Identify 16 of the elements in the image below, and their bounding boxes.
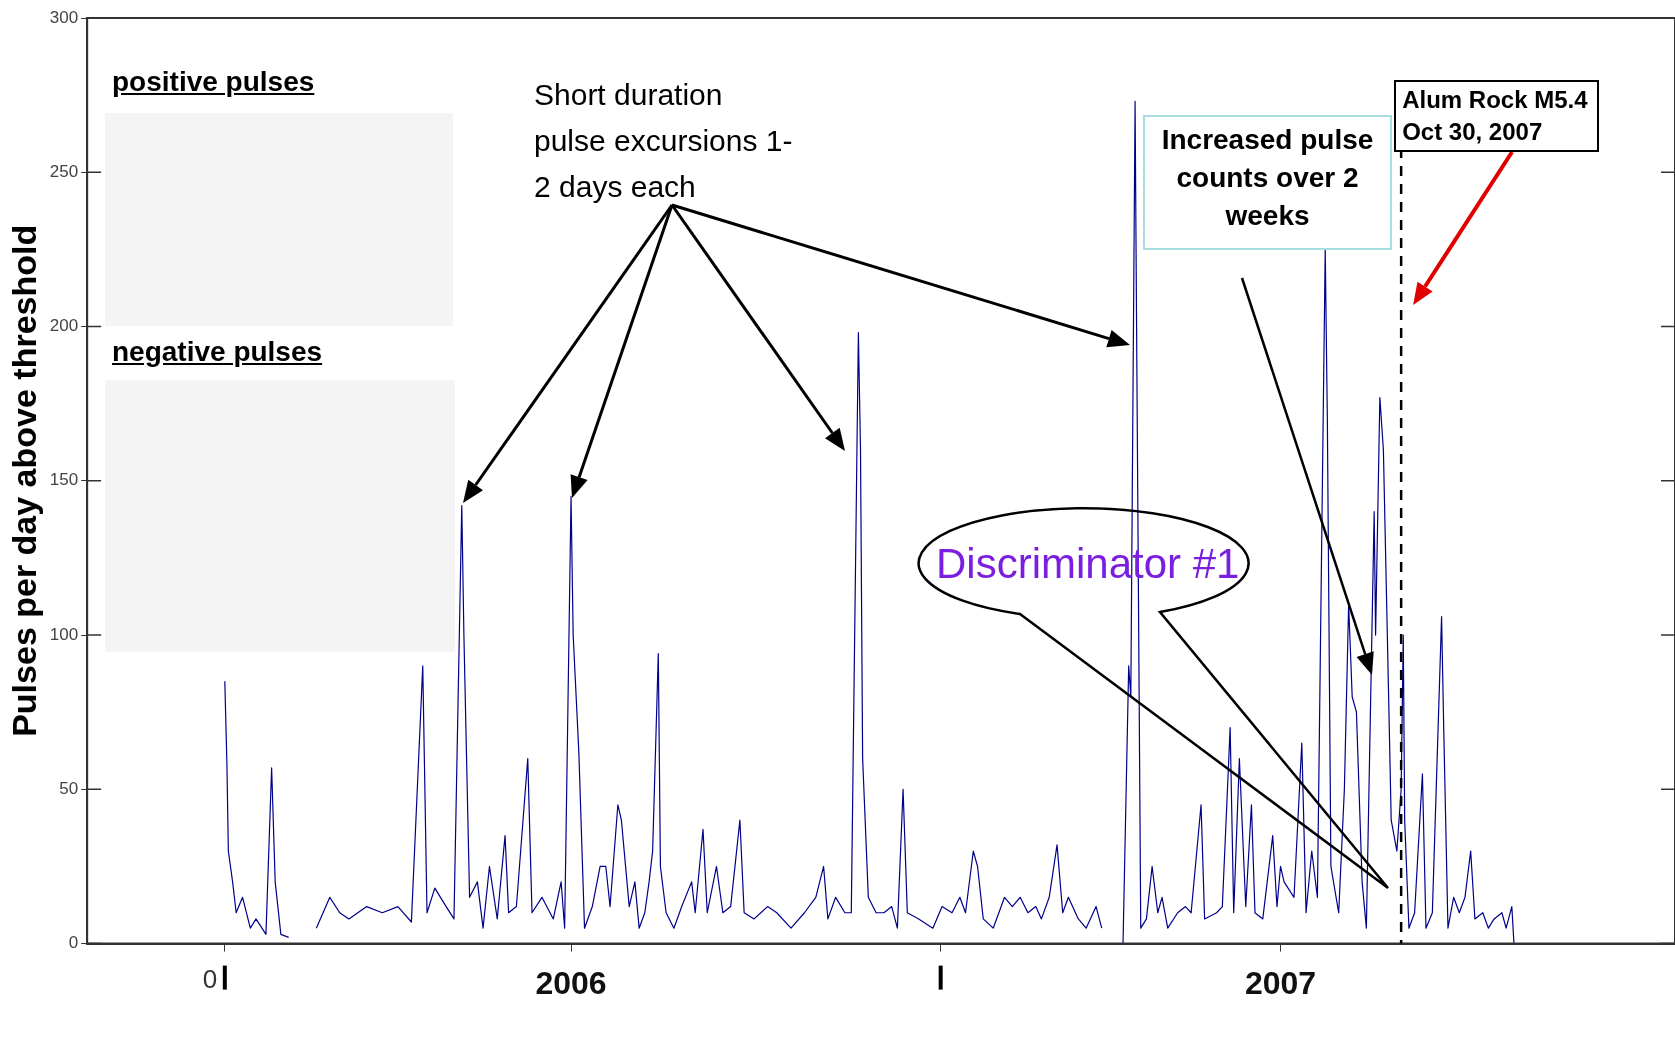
y-axis-title: Pulses per day above threshold <box>4 224 43 737</box>
y-tick-label: 150 <box>49 470 79 490</box>
y-tick-label: 100 <box>49 624 79 644</box>
y-tick-label: 0 <box>68 933 79 953</box>
ref-line-label: Alum Rock M5.4 Oct 30, 2007 <box>1394 80 1600 152</box>
x-tick-label: 2007 <box>1244 964 1317 1001</box>
y-tick-label: 250 <box>49 161 79 181</box>
annotation: Increased pulse counts over 2 weeks <box>1143 115 1392 250</box>
x-tick-label: 2006 <box>535 964 607 1001</box>
text: 0 <box>202 963 218 995</box>
annotation: Short duration pulse excursions 1-2 days each <box>534 77 794 205</box>
y-tick-label: 50 <box>59 779 79 799</box>
y-tick-label: 300 <box>49 7 79 27</box>
annotation: negative pulses <box>112 336 323 368</box>
y-tick-label: 200 <box>49 316 79 336</box>
annotation: positive pulses <box>112 66 315 98</box>
